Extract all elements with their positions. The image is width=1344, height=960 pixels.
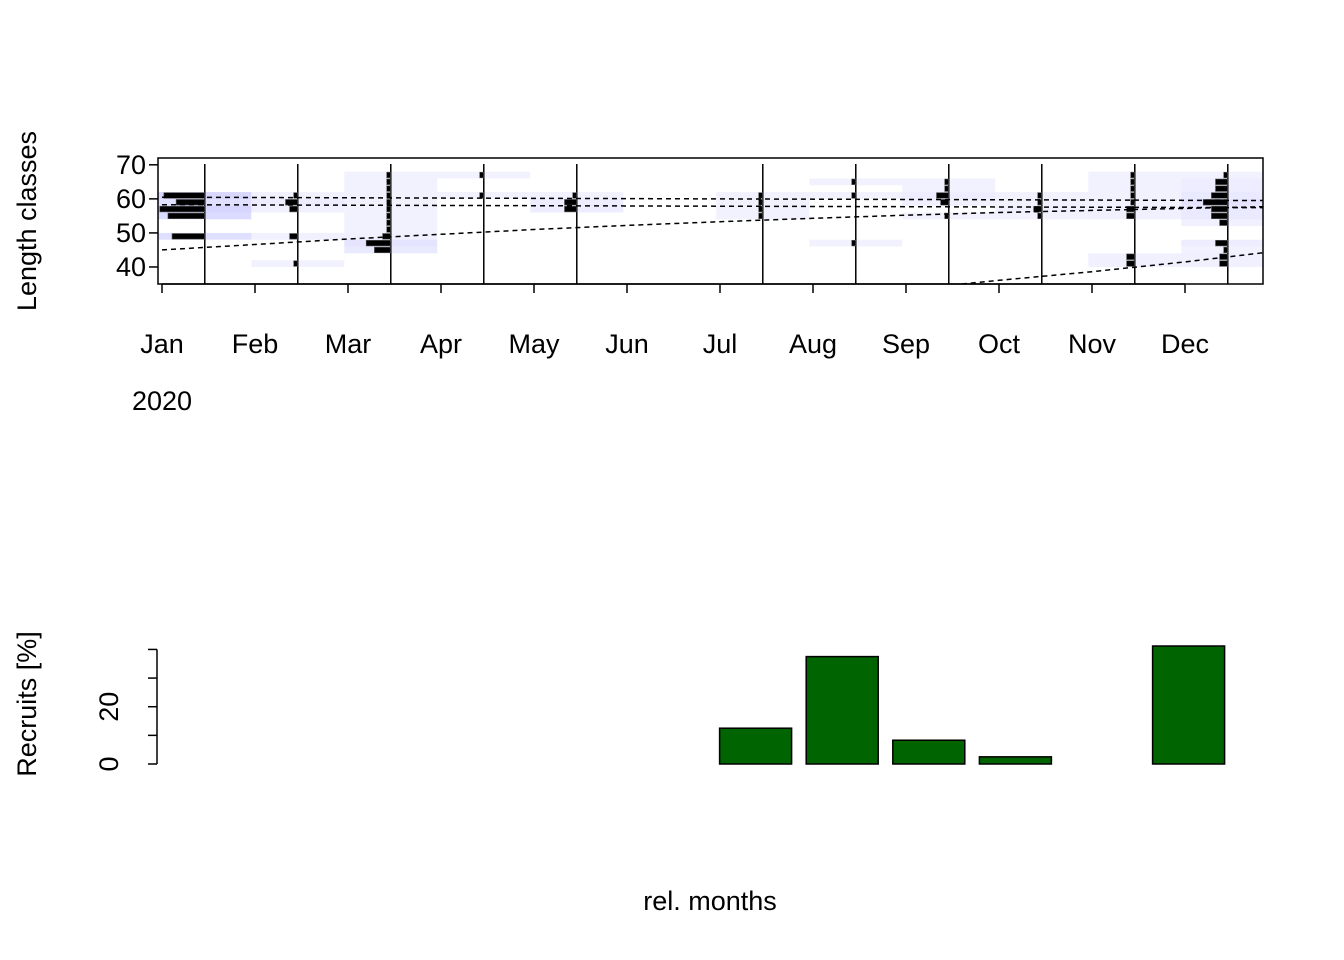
x-tick-label-sep: Sep xyxy=(882,329,930,359)
histogram-bar-9-12 xyxy=(1130,178,1136,185)
recruitment-panel: 0 20 Recruits [%] rel. months xyxy=(12,631,1226,916)
histogram-bar-7-10 xyxy=(936,192,950,199)
length-frequency-y-label: Length classes xyxy=(12,131,42,311)
histogram-bar-7-12 xyxy=(944,178,950,185)
y-tick-label-50: 50 xyxy=(116,218,146,248)
length-frequency-panel: 40 50 60 70 Jan Feb Mar Apr May Jun Jul Aug Sep Oct N… xyxy=(12,131,1264,416)
histogram-bar-10-8 xyxy=(1211,205,1229,213)
recruitment-bar-12 xyxy=(1151,645,1226,765)
histogram-bar-2-9 xyxy=(386,199,392,206)
histogram-bar-0-7 xyxy=(167,212,206,219)
histogram-bar-3-13 xyxy=(479,171,485,179)
histogram-bar-7-7 xyxy=(944,212,950,219)
recruitment-bar-7 xyxy=(718,727,793,765)
x-tick-label-jun: Jun xyxy=(605,329,649,359)
x-tick-label-jan: Jan xyxy=(140,329,184,359)
x-tick-label-dec: Dec xyxy=(1161,329,1209,359)
growth-curve-2 xyxy=(161,205,1263,251)
histogram-bar-9-13 xyxy=(1130,171,1136,179)
recruitment-y-tick-label-0: 0 xyxy=(94,756,124,771)
heat-cell-10-2 xyxy=(1181,246,1263,254)
year-label: 2020 xyxy=(132,386,192,416)
histogram-bar-4-9 xyxy=(564,199,578,206)
histogram-bar-2-5 xyxy=(386,226,392,233)
x-tick-label-nov: Nov xyxy=(1068,329,1117,359)
x-tick-label-apr: Apr xyxy=(420,329,462,359)
histogram-bar-2-3 xyxy=(365,240,392,247)
recruitment-x-label: rel. months xyxy=(643,886,777,916)
length-frequency-y-axis: 40 50 60 70 xyxy=(116,150,158,282)
x-tick-label-aug: Aug xyxy=(789,329,837,359)
histogram-bar-4-8 xyxy=(564,205,578,213)
growth-curve-3 xyxy=(961,252,1263,284)
histogram-bar-2-11 xyxy=(386,185,392,192)
histogram-bar-9-1 xyxy=(1126,253,1136,260)
histogram-bar-10-2 xyxy=(1223,246,1229,254)
histogram-bar-1-10 xyxy=(293,192,299,199)
recruitment-y-tick-label-20: 20 xyxy=(94,692,124,722)
histogram-bar-10-11 xyxy=(1215,185,1229,192)
x-tick-label-feb: Feb xyxy=(232,329,279,359)
histogram-bar-8-10 xyxy=(1037,192,1043,199)
histogram-bar-10-7 xyxy=(1211,212,1229,219)
histogram-bar-10-13 xyxy=(1223,171,1229,179)
y-tick-label-70: 70 xyxy=(116,150,146,180)
histogram-bar-6-3 xyxy=(851,240,857,247)
histogram-bar-0-4 xyxy=(171,233,206,240)
histogram-bar-5-10 xyxy=(758,192,764,199)
growth-curves xyxy=(161,196,1263,284)
histogram-bar-2-7 xyxy=(386,212,392,219)
histogram-bar-0-10 xyxy=(163,192,206,199)
histogram-bar-1-4 xyxy=(289,233,299,240)
recruitment-bars xyxy=(718,645,1226,765)
histogram-bar-10-6 xyxy=(1219,219,1229,226)
histogram-bar-5-9 xyxy=(758,199,764,206)
y-tick-label-60: 60 xyxy=(116,184,146,214)
histogram-bar-6-10 xyxy=(851,192,857,199)
histogram-bar-1-0 xyxy=(293,260,299,267)
histogram-bar-10-0 xyxy=(1219,260,1229,267)
length-frequency-histograms xyxy=(159,164,1229,284)
recruitment-y-label: Recruits [%] xyxy=(12,631,42,777)
y-tick-label-40: 40 xyxy=(116,252,146,282)
histogram-bar-10-3 xyxy=(1215,240,1229,247)
recruitment-bar-8 xyxy=(805,655,879,765)
histogram-bar-5-8 xyxy=(758,205,764,213)
histogram-bar-7-11 xyxy=(944,185,950,192)
growth-curve-0 xyxy=(161,196,1263,202)
histogram-bar-5-7 xyxy=(758,212,764,219)
histogram-bar-8-7 xyxy=(1037,212,1043,219)
histogram-bar-9-0 xyxy=(1126,260,1136,267)
histogram-bar-7-9 xyxy=(940,199,950,206)
recruitment-y-axis: 0 20 xyxy=(94,648,158,772)
growth-curve-1 xyxy=(161,203,1263,209)
heat-cell-10-13 xyxy=(1181,171,1263,179)
histogram-bar-10-10 xyxy=(1211,192,1229,199)
histogram-bar-2-12 xyxy=(386,178,392,185)
histogram-bar-10-9 xyxy=(1202,199,1229,206)
histogram-bar-9-7 xyxy=(1126,212,1136,219)
histogram-bar-6-12 xyxy=(851,178,857,185)
histogram-bar-9-9 xyxy=(1130,199,1136,206)
length-frequency-x-axis: Jan Feb Mar Apr May Jun Jul Aug Sep Oct Nov Dec xyxy=(140,283,1209,359)
histogram-bar-2-8 xyxy=(386,205,392,213)
histogram-bar-4-10 xyxy=(572,192,578,199)
histogram-bar-2-2 xyxy=(374,246,392,254)
x-tick-label-jul: Jul xyxy=(703,329,738,359)
histogram-bar-0-8 xyxy=(159,205,206,213)
histogram-bar-1-8 xyxy=(289,205,299,213)
histogram-bar-2-13 xyxy=(386,171,392,179)
histogram-bar-10-12 xyxy=(1215,178,1229,185)
x-tick-label-mar: Mar xyxy=(325,329,372,359)
recruitment-bar-10 xyxy=(978,756,1053,765)
histogram-bar-1-9 xyxy=(285,199,299,206)
recruitment-bar-9 xyxy=(892,739,966,765)
x-tick-label-oct: Oct xyxy=(978,329,1021,359)
histogram-bar-2-6 xyxy=(386,219,392,226)
x-tick-label-may: May xyxy=(508,329,560,359)
histogram-bar-9-11 xyxy=(1130,185,1136,192)
histogram-bar-9-10 xyxy=(1130,192,1136,199)
